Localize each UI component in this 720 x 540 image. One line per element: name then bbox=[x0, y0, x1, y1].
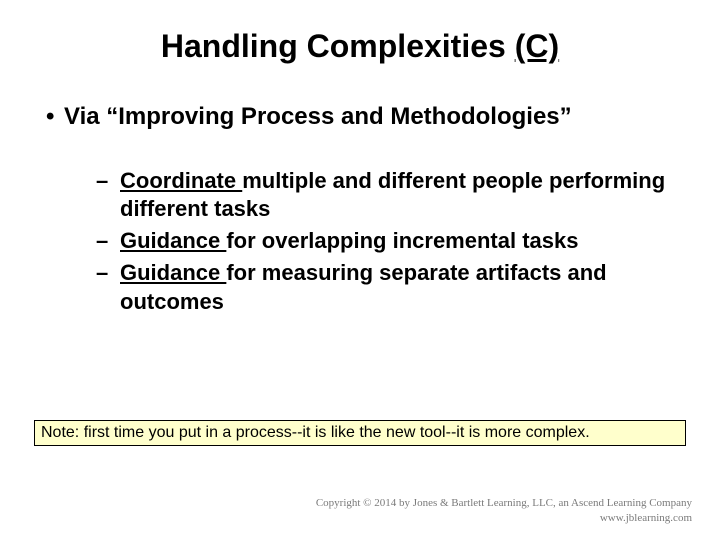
sub-bullet-underlined: Guidance bbox=[120, 228, 226, 253]
sub-bullet: – Guidance for overlapping incremental t… bbox=[96, 227, 680, 255]
sub-bullet-underlined: Coordinate bbox=[120, 168, 242, 193]
sub-bullet-text: Guidance for overlapping incremental tas… bbox=[120, 227, 680, 255]
main-bullet: •Via “Improving Process and Methodologie… bbox=[46, 103, 680, 131]
dash-icon: – bbox=[96, 259, 120, 315]
footer-copyright: Copyright © 2014 by Jones & Bartlett Lea… bbox=[316, 496, 692, 511]
slide-title: Handling Complexities (C) bbox=[40, 28, 680, 65]
footer: Copyright © 2014 by Jones & Bartlett Lea… bbox=[316, 496, 692, 526]
footer-url: www.jblearning.com bbox=[316, 511, 692, 526]
dash-icon: – bbox=[96, 227, 120, 255]
sub-bullet-text: Guidance for measuring separate artifact… bbox=[120, 259, 680, 315]
sub-bullet-list: – Coordinate multiple and different peop… bbox=[96, 167, 680, 316]
sub-bullet-text: Coordinate multiple and different people… bbox=[120, 167, 680, 223]
bullet-marker: • bbox=[46, 103, 64, 131]
note-text: Note: first time you put in a process--i… bbox=[41, 424, 590, 441]
main-bullet-text: Via “Improving Process and Methodologies… bbox=[64, 103, 572, 130]
sub-bullet: – Coordinate multiple and different peop… bbox=[96, 167, 680, 223]
title-main: Handling Complexities bbox=[161, 28, 515, 64]
sub-bullet-rest: for overlapping incremental tasks bbox=[226, 228, 578, 253]
dash-icon: – bbox=[96, 167, 120, 223]
slide: Handling Complexities (C) •Via “Improvin… bbox=[0, 0, 720, 540]
title-suffix: (C) bbox=[515, 28, 559, 64]
sub-bullet: – Guidance for measuring separate artifa… bbox=[96, 259, 680, 315]
note-box: Note: first time you put in a process--i… bbox=[34, 420, 686, 446]
sub-bullet-underlined: Guidance bbox=[120, 260, 226, 285]
